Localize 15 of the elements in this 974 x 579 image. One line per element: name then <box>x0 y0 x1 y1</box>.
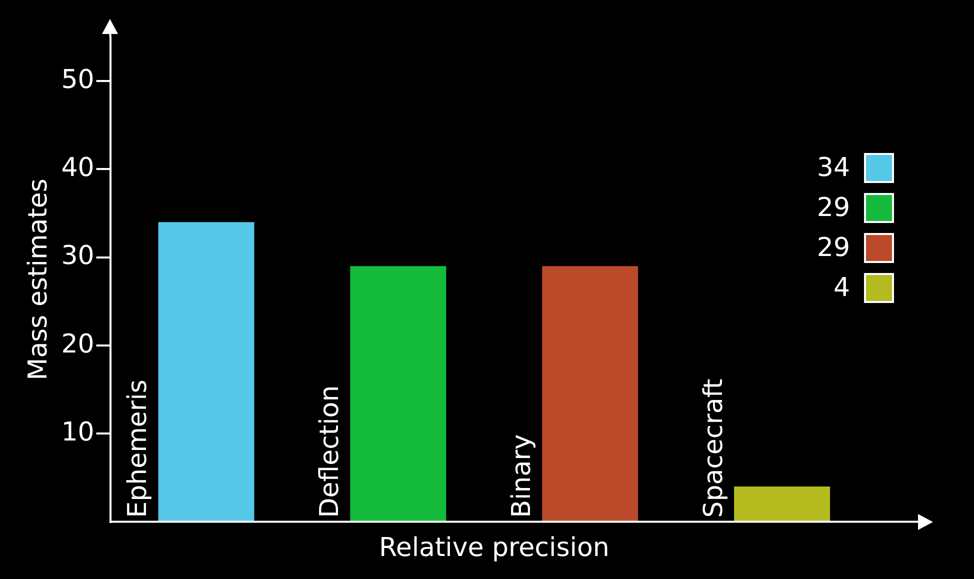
y-tick-label: 20 <box>61 329 94 360</box>
y-tick-label: 10 <box>61 417 94 448</box>
legend-label: 34 <box>816 153 850 183</box>
legend-label: 29 <box>816 193 850 223</box>
y-axis-title: Mass estimates <box>23 178 54 380</box>
x-tick-label: Binary <box>506 434 537 518</box>
x-tick-label: Spacecraft <box>698 378 729 518</box>
legend-label: 29 <box>816 233 850 263</box>
y-tick-label: 50 <box>61 64 94 95</box>
y-tick-label: 40 <box>61 152 94 183</box>
x-axis-title: Relative precision <box>378 533 610 564</box>
legend-label: 4 <box>833 273 850 303</box>
x-tick-label: Ephemeris <box>123 380 153 518</box>
x-tick-label: Deflection <box>314 385 345 518</box>
y-tick-label: 30 <box>61 241 94 272</box>
